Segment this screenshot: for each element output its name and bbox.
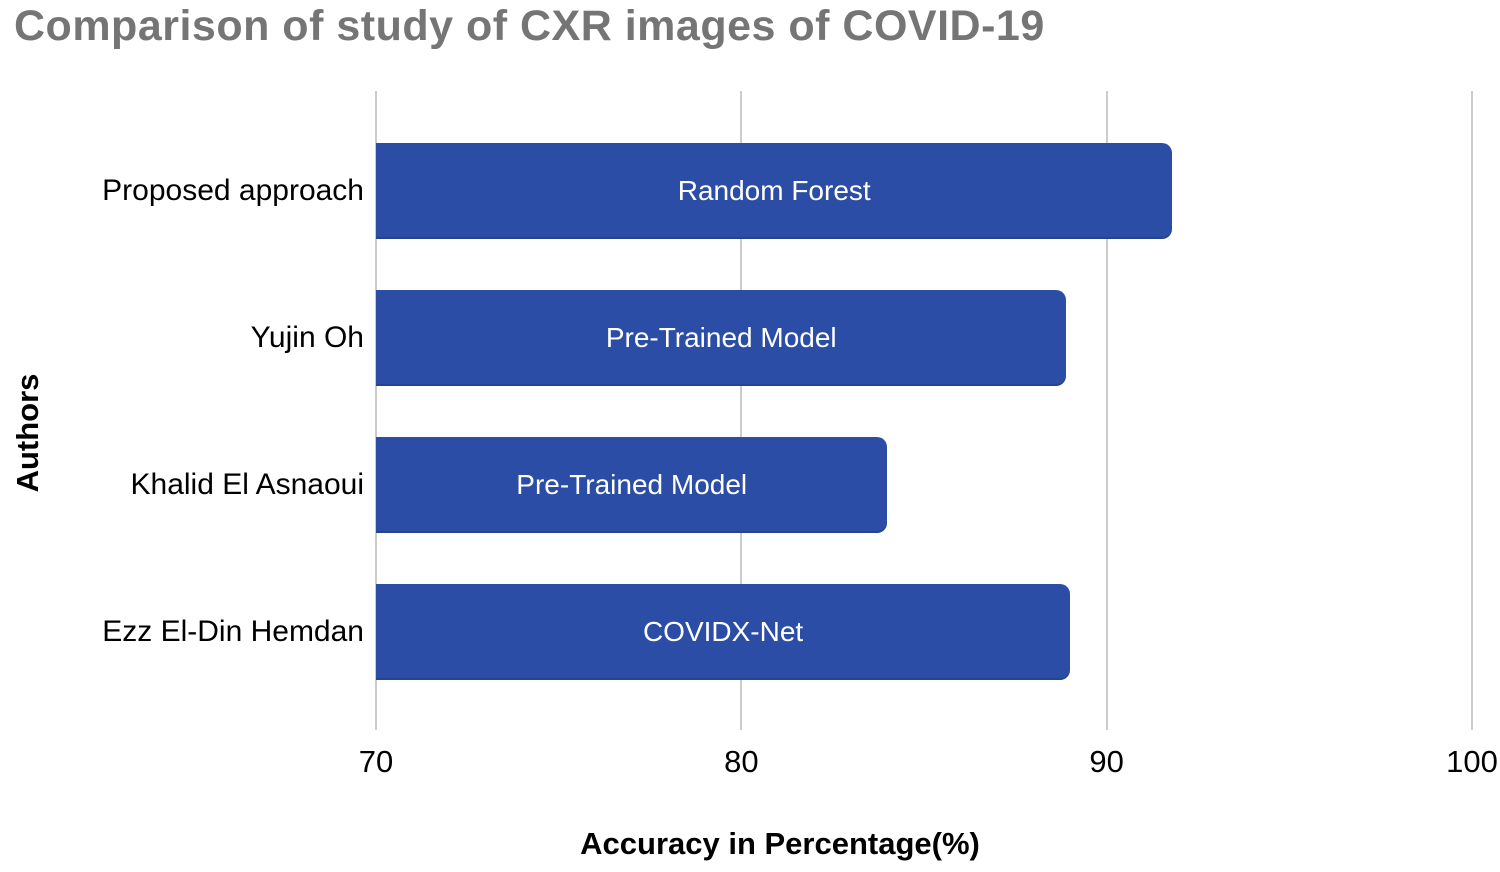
bar-label: Random Forest [677, 175, 871, 206]
bar: Pre-Trained Model [376, 437, 888, 533]
category-label: Yujin Oh [250, 321, 364, 354]
bar-row: Proposed approach Random Forest [0, 143, 1500, 239]
bar-label: Pre-Trained Model [605, 322, 837, 353]
bar: Pre-Trained Model [376, 290, 1067, 386]
bar: COVIDX-Net [376, 584, 1071, 680]
bar: Random Forest [376, 143, 1173, 239]
bar-row: Yujin Oh Pre-Trained Model [0, 290, 1500, 386]
x-axis-title: Accuracy in Percentage(%) [580, 826, 980, 861]
bar-row: Khalid El Asnaoui Pre-Trained Model [0, 437, 1500, 533]
x-tick-label: 90 [1089, 744, 1124, 779]
x-tick-label: 70 [358, 744, 394, 779]
gridline [740, 91, 743, 730]
x-tick-label: 80 [724, 744, 759, 779]
bar-label: Pre-Trained Model [516, 469, 748, 500]
x-tick-label: 100 [1446, 744, 1498, 779]
category-label: Proposed approach [102, 174, 364, 207]
chart-title: Comparison of study of CXR images of COV… [14, 2, 1045, 50]
category-label: Khalid El Asnaoui [130, 468, 365, 501]
bar-label: COVIDX-Net [642, 616, 804, 647]
gridline [1471, 91, 1473, 730]
bar-row: Ezz El-Din Hemdan COVIDX-Net [0, 584, 1500, 680]
gridline [375, 91, 377, 730]
gridline [1105, 91, 1108, 730]
category-label: Ezz El-Din Hemdan [102, 615, 364, 648]
